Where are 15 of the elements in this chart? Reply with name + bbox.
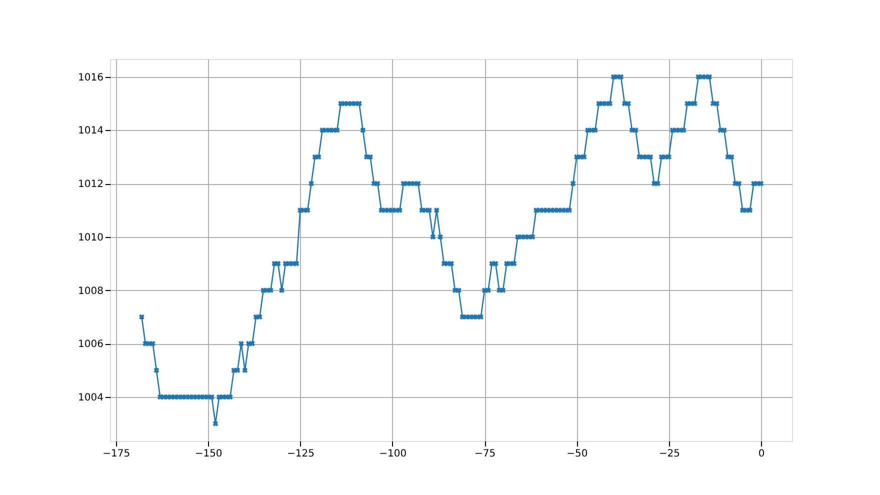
x-tick-label: −125 [286, 448, 314, 460]
x-tick-label: −75 [474, 448, 496, 460]
x-tick-label: −50 [566, 448, 588, 460]
x-tick-label: −150 [194, 448, 222, 460]
y-tick-label: 1008 [78, 286, 104, 297]
y-tick-label: 1006 [78, 339, 104, 350]
x-tick-label: −100 [379, 448, 407, 460]
y-tick-label: 1010 [78, 232, 104, 244]
y-tick-label: 1012 [78, 179, 104, 190]
y-tick-label: 1016 [78, 72, 104, 84]
x-tick-label: −25 [658, 448, 680, 460]
x-tick-label: 0 [758, 448, 765, 460]
x-tick-label: −175 [102, 448, 130, 460]
y-tick-label: 1014 [78, 126, 104, 137]
y-tick-label: 1004 [78, 392, 104, 404]
